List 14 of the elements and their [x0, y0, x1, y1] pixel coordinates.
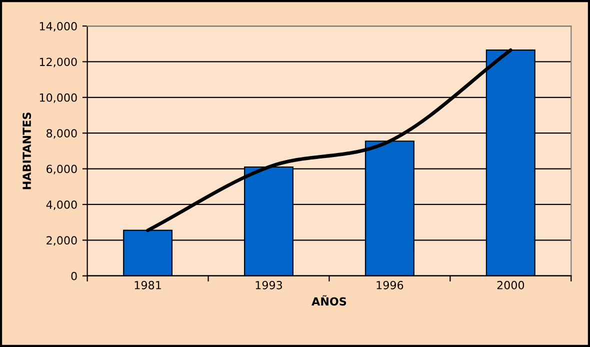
y-tick-label: 12,000: [40, 58, 77, 68]
y-tick-label: 6,000: [46, 164, 77, 174]
x-tick-label: 1993: [256, 280, 282, 290]
y-axis-title: HABITANTES: [22, 112, 32, 190]
x-tick-label: 1996: [376, 280, 404, 290]
y-tick-label: 0: [71, 272, 77, 280]
y-tick-label: 14,000: [40, 22, 77, 32]
y-tick-label: 2,000: [46, 236, 77, 246]
x-tick-label: 1981: [134, 280, 161, 290]
y-tick-label: 8,000: [46, 129, 77, 139]
x-axis-title: AÑOS: [312, 295, 346, 306]
y-tick-label: 10,000: [40, 93, 77, 103]
y-tick-label: 4,000: [46, 200, 77, 210]
x-tick-label: 2000: [497, 280, 524, 290]
